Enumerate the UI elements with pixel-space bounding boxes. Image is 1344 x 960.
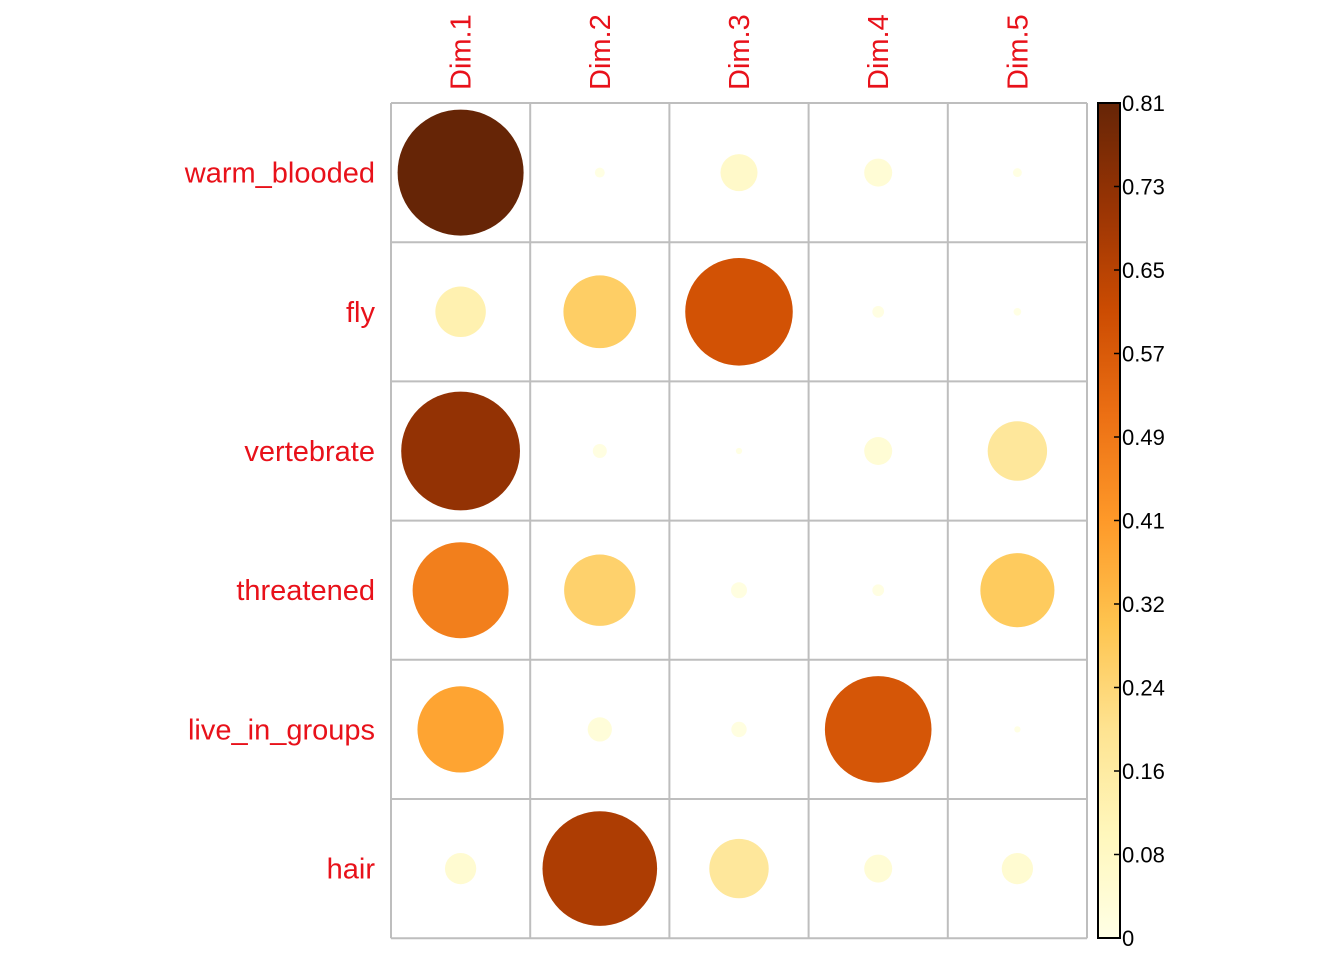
cell-circle-live_in_groups-Dim.2 xyxy=(587,717,612,742)
legend-tick-label: 0.08 xyxy=(1122,843,1165,868)
column-label: Dim.4 xyxy=(863,14,895,90)
cell-circle-live_in_groups-Dim.1 xyxy=(417,686,504,773)
row-label: live_in_groups xyxy=(188,714,375,746)
cell-circle-live_in_groups-Dim.3 xyxy=(731,721,747,738)
legend-tick-label: 0.24 xyxy=(1122,676,1165,701)
cell-circle-vertebrate-Dim.5 xyxy=(987,421,1048,481)
color-legend: 0.81 0.73 0.65 0.57 0.49 0.41 0.32 0.24 0.16 0.08… xyxy=(1097,91,1165,951)
legend-tick-label: 0.16 xyxy=(1122,759,1165,784)
row-label: warm_blooded xyxy=(184,158,375,190)
column-label: Dim.1 xyxy=(446,14,478,90)
cell-circle-vertebrate-Dim.2 xyxy=(592,444,607,458)
column-label: Dim.3 xyxy=(724,14,756,90)
cell-circle-fly-Dim.5 xyxy=(1013,307,1022,316)
cell-circle-warm_blooded-Dim.4 xyxy=(864,158,893,187)
cell-circle-fly-Dim.3 xyxy=(685,258,793,366)
cell-circle-hair-Dim.5 xyxy=(1001,852,1034,885)
column-label: Dim.5 xyxy=(1002,14,1034,90)
row-label: fly xyxy=(346,297,376,329)
cell-circle-threatened-Dim.1 xyxy=(412,542,509,639)
cell-circle-vertebrate-Dim.3 xyxy=(735,447,743,455)
legend-tick-label: 0 xyxy=(1122,926,1134,951)
grid xyxy=(390,102,1088,940)
column-label: Dim.2 xyxy=(585,14,617,90)
cell-circle-fly-Dim.4 xyxy=(872,305,885,318)
legend-tick-label: 0.57 xyxy=(1122,342,1165,367)
cell-circle-fly-Dim.1 xyxy=(435,286,486,338)
cell-circle-threatened-Dim.2 xyxy=(564,554,636,626)
legend-tick-label: 0.49 xyxy=(1122,425,1165,450)
cell-circle-fly-Dim.2 xyxy=(563,275,637,349)
cell-circle-warm_blooded-Dim.1 xyxy=(397,109,524,236)
cell-circle-vertebrate-Dim.4 xyxy=(864,437,893,465)
cell-circle-live_in_groups-Dim.5 xyxy=(1014,726,1021,733)
cell-circle-hair-Dim.1 xyxy=(444,852,477,885)
cell-circle-vertebrate-Dim.1 xyxy=(401,391,520,511)
cell-circle-hair-Dim.2 xyxy=(542,811,658,926)
legend-tick-label: 0.41 xyxy=(1122,509,1165,534)
row-label: hair xyxy=(327,854,376,886)
legend-tick-label: 0.73 xyxy=(1122,175,1165,200)
cell-circle-threatened-Dim.3 xyxy=(731,582,747,599)
circles xyxy=(397,109,1055,926)
cell-circle-warm_blooded-Dim.2 xyxy=(594,167,605,178)
cell-circle-warm_blooded-Dim.3 xyxy=(720,154,758,192)
legend-tick-label: 0.32 xyxy=(1122,592,1165,617)
cell-circle-live_in_groups-Dim.4 xyxy=(824,676,932,783)
cell-circle-hair-Dim.4 xyxy=(864,854,893,883)
cell-circle-threatened-Dim.5 xyxy=(980,553,1055,628)
row-label: threatened xyxy=(236,575,375,607)
legend-tick-label: 0.65 xyxy=(1122,258,1165,283)
cell-circle-hair-Dim.3 xyxy=(709,838,769,899)
legend-tick-label: 0.81 xyxy=(1122,91,1165,116)
cell-circle-warm_blooded-Dim.5 xyxy=(1012,168,1022,178)
row-label: vertebrate xyxy=(244,436,375,468)
column-labels: Dim.1 Dim.2 Dim.3 Dim.4 Dim.5 xyxy=(446,14,1035,90)
cell-circle-threatened-Dim.4 xyxy=(872,584,885,597)
